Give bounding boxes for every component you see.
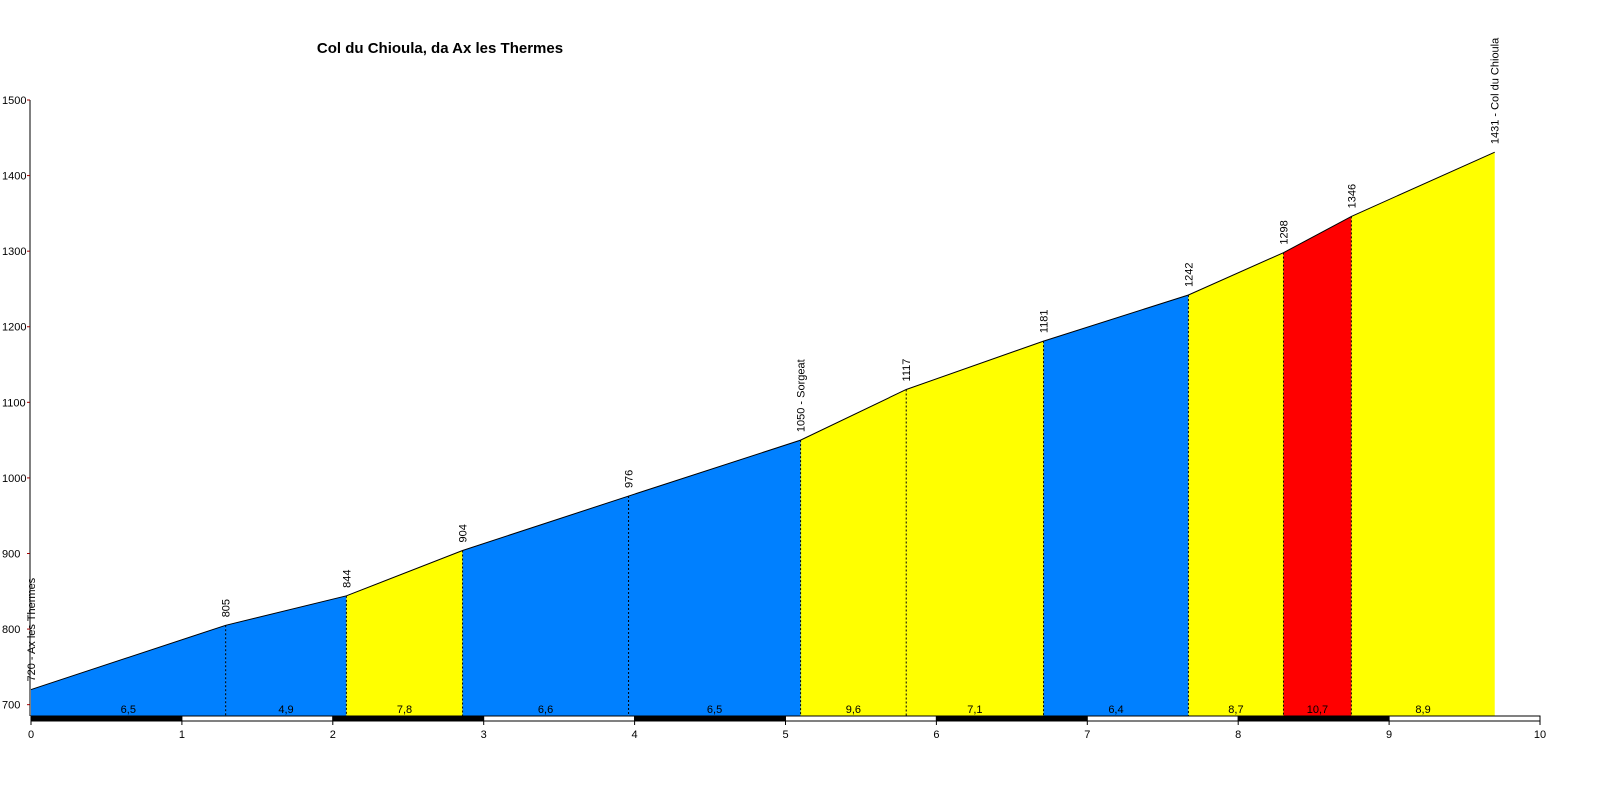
gradient-segment (462, 496, 629, 716)
point-label: 1181 (1039, 309, 1051, 333)
x-tick-label: 0 (28, 729, 34, 741)
y-tick-label: 1200 (2, 322, 26, 334)
point-label: 1346 (1346, 184, 1358, 208)
profile-line (30, 151, 1495, 691)
gradient-segment (1043, 295, 1189, 716)
km-bar (1388, 715, 1541, 722)
point-label: 844 (341, 569, 353, 587)
gradient-segment (1351, 152, 1495, 716)
gradient-label: 7,1 (967, 704, 982, 716)
point-label: 1050 - Sorgeat (796, 359, 808, 432)
gradient-segment (906, 341, 1044, 716)
y-tick-label: 700 (2, 700, 20, 712)
gradient-label: 6,5 (707, 704, 722, 716)
x-tick-label: 2 (330, 729, 336, 741)
x-tick-label: 6 (933, 729, 939, 741)
y-tick-label: 1000 (2, 473, 26, 485)
km-bar (483, 715, 636, 722)
point-label: 1242 (1183, 263, 1195, 287)
x-tick-label: 10 (1534, 729, 1546, 741)
y-tick-label: 800 (2, 624, 20, 636)
km-bar (785, 715, 937, 722)
x-tick-label: 8 (1235, 729, 1241, 741)
gradient-label: 6,4 (1108, 704, 1123, 716)
gradient-label: 7,8 (397, 704, 412, 716)
gradient-label: 6,6 (538, 704, 553, 716)
gradient-label: 4,9 (278, 704, 293, 716)
km-bar (181, 715, 334, 722)
km-bar (1237, 715, 1390, 722)
y-tick-label: 1400 (2, 171, 26, 183)
gradient-segment (800, 389, 907, 716)
point-label: 1117 (901, 359, 913, 382)
km-bar (634, 715, 786, 722)
y-tick-label: 1300 (2, 246, 26, 258)
gradient-segment (225, 595, 347, 716)
point-label: 805 (221, 599, 233, 617)
km-bar (1086, 715, 1239, 722)
gradient-segment (1188, 252, 1284, 716)
point-label: 976 (624, 470, 636, 488)
x-tick-label: 9 (1386, 729, 1392, 741)
y-tick-label: 1100 (2, 397, 26, 409)
km-bar (332, 715, 485, 722)
x-tick-label: 7 (1084, 729, 1090, 741)
y-tick-label: 900 (2, 548, 20, 560)
point-label: 1431 - Col du Chioula (1490, 37, 1502, 144)
gradient-label: 8,7 (1228, 704, 1243, 716)
chart-title: Col du Chioula, da Ax les Thermes (317, 40, 563, 57)
x-tick-label: 4 (632, 729, 638, 741)
y-tick-label: 1500 (2, 95, 26, 107)
point-label: 904 (458, 524, 470, 542)
gradient-segment (628, 440, 801, 716)
km-bar (935, 715, 1088, 722)
point-label: 720 - Ax les Thermes (26, 577, 38, 681)
gradient-segment (346, 550, 463, 716)
gradient-label: 6,5 (121, 704, 136, 716)
gradient-label: 8,9 (1415, 704, 1430, 716)
x-tick-label: 1 (179, 729, 185, 741)
km-bar (30, 715, 183, 722)
x-tick-label: 5 (782, 729, 788, 741)
gradient-segment (31, 625, 226, 716)
gradient-segment (1283, 216, 1352, 716)
x-tick-label: 3 (481, 729, 487, 741)
gradient-label: 9,6 (846, 704, 861, 716)
point-label: 1298 (1278, 220, 1290, 244)
gradient-label: 10,7 (1307, 704, 1328, 716)
